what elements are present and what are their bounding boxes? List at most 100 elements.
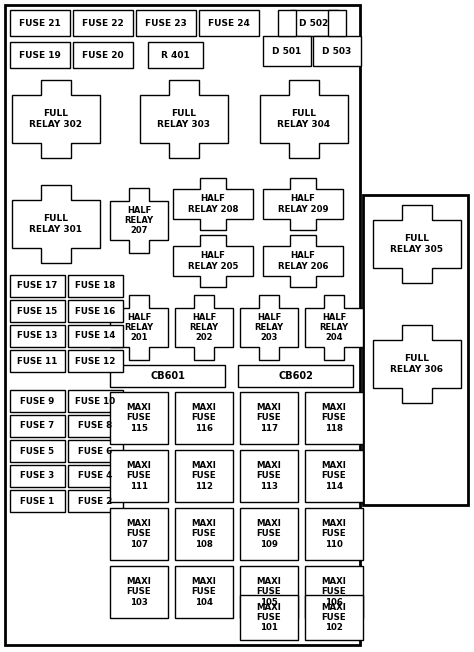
Text: MAXI
FUSE
116: MAXI FUSE 116 <box>191 403 217 433</box>
Bar <box>110 365 225 387</box>
Bar <box>240 450 298 502</box>
Bar <box>328 10 346 36</box>
Text: FUSE 15: FUSE 15 <box>18 306 58 316</box>
Bar <box>110 566 168 618</box>
Text: MAXI
FUSE
102: MAXI FUSE 102 <box>321 602 346 632</box>
Polygon shape <box>110 188 168 253</box>
Text: FUSE 21: FUSE 21 <box>19 18 61 27</box>
Bar <box>68 440 123 462</box>
Polygon shape <box>373 325 461 403</box>
Bar <box>10 10 70 36</box>
Bar <box>10 42 70 68</box>
Bar <box>263 36 311 66</box>
Bar <box>240 595 298 640</box>
Bar <box>10 415 65 437</box>
Text: FULL
RELAY 305: FULL RELAY 305 <box>391 234 444 254</box>
Bar <box>68 465 123 487</box>
Bar <box>110 508 168 560</box>
Text: HALF
RELAY 208: HALF RELAY 208 <box>188 194 238 214</box>
Bar <box>68 415 123 437</box>
Text: MAXI
FUSE
113: MAXI FUSE 113 <box>256 461 282 491</box>
Text: MAXI
FUSE
103: MAXI FUSE 103 <box>127 577 151 607</box>
Text: MAXI
FUSE
110: MAXI FUSE 110 <box>321 519 346 549</box>
Bar <box>240 566 298 618</box>
Polygon shape <box>373 205 461 283</box>
Text: MAXI
FUSE
109: MAXI FUSE 109 <box>256 519 282 549</box>
Bar <box>110 392 168 444</box>
Text: FUSE 19: FUSE 19 <box>19 50 61 59</box>
Text: CB602: CB602 <box>278 371 313 381</box>
Text: FUSE 12: FUSE 12 <box>75 357 116 366</box>
Polygon shape <box>305 295 363 360</box>
Text: FUSE 18: FUSE 18 <box>75 282 116 291</box>
Text: MAXI
FUSE
101: MAXI FUSE 101 <box>256 602 282 632</box>
Bar <box>68 350 123 372</box>
Bar <box>305 450 363 502</box>
Bar <box>10 440 65 462</box>
Text: FUSE 24: FUSE 24 <box>208 18 250 27</box>
Bar <box>175 566 233 618</box>
Polygon shape <box>12 80 100 158</box>
Polygon shape <box>173 178 253 230</box>
Text: MAXI
FUSE
106: MAXI FUSE 106 <box>321 577 346 607</box>
Text: MAXI
FUSE
105: MAXI FUSE 105 <box>256 577 282 607</box>
Text: FUSE 2: FUSE 2 <box>78 497 113 505</box>
Text: MAXI
FUSE
104: MAXI FUSE 104 <box>191 577 217 607</box>
Text: R 401: R 401 <box>161 50 190 59</box>
Bar <box>73 10 133 36</box>
Bar <box>10 325 65 347</box>
Text: HALF
RELAY
204: HALF RELAY 204 <box>319 312 348 342</box>
Bar <box>73 42 133 68</box>
Bar <box>10 275 65 297</box>
Bar <box>305 566 363 618</box>
Text: FUSE 22: FUSE 22 <box>82 18 124 27</box>
Text: D 501: D 501 <box>273 46 301 55</box>
Bar <box>10 350 65 372</box>
Bar <box>238 365 353 387</box>
Bar <box>175 450 233 502</box>
Bar <box>10 300 65 322</box>
Bar <box>68 490 123 512</box>
Text: D 503: D 503 <box>322 46 352 55</box>
Text: FUSE 14: FUSE 14 <box>75 331 116 340</box>
Text: MAXI
FUSE
115: MAXI FUSE 115 <box>127 403 151 433</box>
Polygon shape <box>263 178 343 230</box>
Text: MAXI
FUSE
111: MAXI FUSE 111 <box>127 461 151 491</box>
Text: HALF
RELAY
203: HALF RELAY 203 <box>255 312 283 342</box>
Text: HALF
RELAY 209: HALF RELAY 209 <box>278 194 328 214</box>
Text: FUSE 17: FUSE 17 <box>18 282 58 291</box>
Text: MAXI
FUSE
108: MAXI FUSE 108 <box>191 519 217 549</box>
Text: FUSE 11: FUSE 11 <box>18 357 58 366</box>
Bar <box>240 392 298 444</box>
Text: MAXI
FUSE
118: MAXI FUSE 118 <box>321 403 346 433</box>
Bar <box>5 5 360 645</box>
Text: FUSE 16: FUSE 16 <box>75 306 116 316</box>
Polygon shape <box>140 80 228 158</box>
Bar <box>10 465 65 487</box>
Text: D 502: D 502 <box>300 18 328 27</box>
Bar <box>305 508 363 560</box>
Text: HALF
RELAY
202: HALF RELAY 202 <box>190 312 219 342</box>
Bar <box>175 392 233 444</box>
Bar <box>305 392 363 444</box>
Bar <box>278 10 296 36</box>
Polygon shape <box>240 295 298 360</box>
Bar <box>10 490 65 512</box>
Text: FULL
RELAY 304: FULL RELAY 304 <box>277 110 330 128</box>
Polygon shape <box>173 235 253 287</box>
Bar <box>136 10 196 36</box>
Bar <box>10 390 65 412</box>
Text: MAXI
FUSE
114: MAXI FUSE 114 <box>321 461 346 491</box>
Text: FUSE 10: FUSE 10 <box>75 396 116 406</box>
Text: HALF
RELAY 206: HALF RELAY 206 <box>278 251 328 271</box>
Bar <box>68 390 123 412</box>
Bar <box>68 300 123 322</box>
Bar <box>240 508 298 560</box>
Bar <box>363 195 468 505</box>
Text: MAXI
FUSE
107: MAXI FUSE 107 <box>127 519 151 549</box>
Text: HALF
RELAY 205: HALF RELAY 205 <box>188 251 238 271</box>
Polygon shape <box>175 295 233 360</box>
Polygon shape <box>110 295 168 360</box>
Bar <box>175 508 233 560</box>
Bar <box>313 36 361 66</box>
